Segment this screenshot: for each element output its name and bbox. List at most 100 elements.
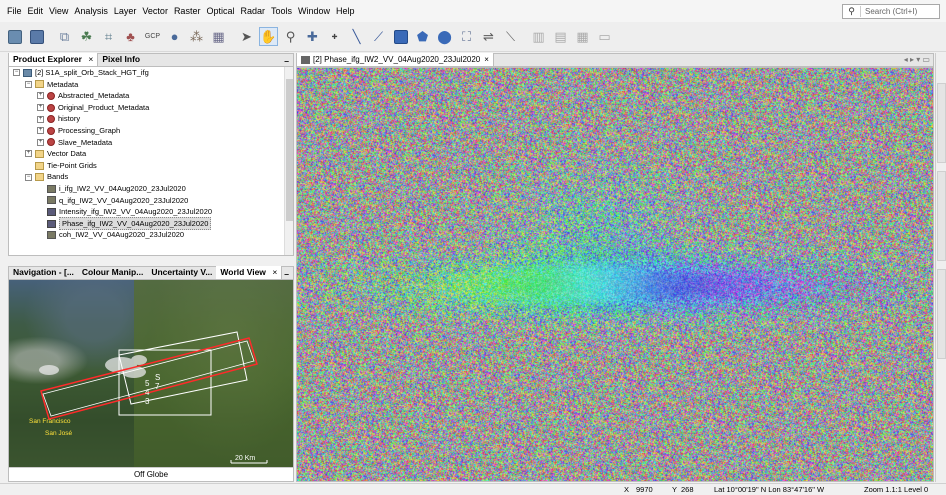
scrollbar-thumb[interactable] (286, 79, 293, 221)
gcp-placing-icon[interactable]: ✚ (331, 33, 338, 41)
tree-node[interactable]: + Original_Product_Metadata (9, 102, 293, 114)
search-input[interactable]: ⚲ Search (Ctrl+I) (842, 4, 940, 19)
magic-wand-icon[interactable]: ⇌ (483, 28, 494, 44)
tree-node[interactable]: + Vector Data (9, 148, 293, 160)
world-view-map[interactable]: 5 4 3 S 7 San Francisco San José 20 Km O… (8, 280, 294, 482)
rectangle-draw-icon[interactable] (391, 27, 410, 46)
band-maths-icon[interactable]: ⧉ (59, 28, 70, 44)
close-icon[interactable]: × (272, 267, 278, 277)
polyline-draw-icon[interactable]: ⟋ (373, 28, 384, 44)
tab-product-explorer[interactable]: Product Explorer × (9, 53, 99, 66)
tab-label: Product Explorer (13, 54, 82, 64)
tree-node[interactable]: Tie-Point Grids (9, 160, 293, 172)
expand-icon[interactable]: + (37, 115, 44, 123)
tab-world-view[interactable]: World View × (216, 266, 283, 279)
tree-node[interactable]: − Metadata (9, 79, 293, 91)
menu-vector[interactable]: Vector (142, 6, 168, 16)
expand-icon[interactable]: + (37, 127, 44, 135)
phase-image-canvas-frame[interactable] (296, 67, 934, 482)
product-explorer-tabs: Product Explorer × Pixel Info – (8, 53, 294, 67)
scale-label: 20 Km (235, 455, 255, 462)
pixel-info-icon[interactable]: ☘ (80, 28, 93, 44)
collapse-icon[interactable]: − (25, 80, 32, 88)
minimize-button[interactable]: – (284, 56, 289, 66)
gcp-icon[interactable]: GCP (144, 33, 161, 40)
tab-colour-manipulation[interactable]: Colour Manip... (78, 266, 147, 279)
tree-scrollbar[interactable] (284, 67, 293, 255)
zoom-tool-icon[interactable]: ⚲ (285, 28, 296, 44)
collapse-icon[interactable]: − (25, 173, 32, 181)
menu-raster[interactable]: Raster (173, 6, 201, 16)
band-icon (47, 196, 56, 205)
tree-node[interactable]: i_ifg_IW2_VV_04Aug2020_23Jul2020 (9, 183, 293, 195)
pin-icon[interactable]: ♣ (126, 29, 135, 44)
tree-node[interactable]: + history (9, 113, 293, 125)
menu-analysis[interactable]: Analysis (74, 6, 108, 16)
tab-pixel-info[interactable]: Pixel Info (98, 53, 144, 66)
tab-uncertainty[interactable]: Uncertainty V... (147, 266, 216, 279)
tree-node[interactable]: coh_IW2_VV_04Aug2020_23Jul2020 (9, 229, 293, 241)
menu-help[interactable]: Help (336, 6, 355, 16)
tree-node[interactable]: + Abstracted_Metadata (9, 90, 293, 102)
menu-view[interactable]: View (49, 6, 69, 16)
collapse-icon[interactable]: − (13, 69, 20, 77)
menu-bar: File Edit View Analysis Layer Vector Ras… (0, 0, 946, 22)
tab-navigation[interactable]: Navigation - [... (9, 266, 78, 279)
select-tool-icon[interactable]: ➤ (241, 28, 252, 44)
tile-vertical-icon[interactable]: ▦ (576, 28, 589, 44)
expand-icon[interactable]: + (37, 104, 44, 112)
minimize-button[interactable]: – (284, 269, 289, 279)
tree-node[interactable]: + Slave_Metadata (9, 137, 293, 149)
tree-node-label: Vector Data (47, 149, 87, 159)
menu-edit[interactable]: Edit (27, 6, 44, 16)
status-x-label: X (624, 485, 630, 494)
tile-evenly-icon[interactable]: ▥ (532, 28, 545, 44)
side-tab-layer-manager[interactable] (937, 83, 946, 163)
tree-node-label: Phase_ifg_IW2_VV_04Aug2020_23Jul2020 (59, 216, 212, 231)
side-tab-mask-manager[interactable] (937, 171, 946, 261)
tile-horizontal-icon[interactable]: ▤ (554, 28, 567, 44)
expand-icon[interactable]: + (37, 138, 44, 146)
polygon-draw-icon[interactable]: ⬟ (416, 28, 429, 44)
pan-tool-icon[interactable]: ✋ (259, 27, 278, 46)
close-icon[interactable]: × (88, 54, 94, 64)
phase-interferogram-image[interactable] (297, 68, 933, 481)
tree-node[interactable]: + Processing_Graph (9, 125, 293, 137)
side-tab-time-series[interactable] (937, 269, 946, 359)
city-label-san-francisco: San Francisco (29, 418, 71, 425)
range-finder-icon[interactable]: ⛶ (461, 28, 472, 44)
tree-node-label: Tie-Point Grids (47, 160, 97, 170)
graticule-icon[interactable]: ⌗ (104, 28, 113, 44)
expand-icon[interactable]: + (37, 92, 44, 100)
tree-node-label: coh_IW2_VV_04Aug2020_23Jul2020 (59, 230, 185, 240)
ellipse-draw-icon[interactable]: ⬤ (437, 28, 452, 44)
close-icon[interactable]: × (484, 54, 489, 64)
tree-node[interactable]: Intensity_ifg_IW2_VV_04Aug2020_23Jul2020 (9, 206, 293, 218)
open-product-icon[interactable] (5, 27, 24, 46)
roi-icon[interactable]: ▦ (212, 28, 225, 44)
footprint-label: 7 (155, 382, 160, 391)
menu-radar[interactable]: Radar (240, 6, 265, 16)
layer-editor-icon[interactable]: ⟍ (505, 28, 516, 44)
save-product-icon[interactable] (27, 27, 46, 46)
tab-phase-image[interactable]: [2] Phase_ifg_IW2_VV_04Aug2020_23Jul2020… (297, 53, 494, 66)
region-icon[interactable]: ● (170, 29, 179, 44)
tree-node[interactable]: − [2] S1A_split_Orb_Stack_HGT_ifg (9, 67, 293, 79)
swath-icon[interactable]: ⁂ (190, 28, 203, 44)
menu-file[interactable]: File (7, 6, 22, 16)
tree-node[interactable]: − Bands (9, 171, 293, 183)
tree-node[interactable]: Phase_ifg_IW2_VV_04Aug2020_23Jul2020 (9, 216, 293, 231)
line-draw-icon[interactable]: ╲ (352, 28, 361, 44)
band-icon (47, 231, 56, 240)
menu-tools[interactable]: Tools (270, 6, 292, 16)
menu-window[interactable]: Window (298, 6, 331, 16)
menu-layer[interactable]: Layer (113, 6, 137, 16)
menu-optical[interactable]: Optical (206, 6, 235, 16)
pin-placing-icon[interactable]: ✚ (307, 28, 318, 44)
tab-label: Navigation - [... (13, 267, 74, 277)
expand-icon[interactable]: + (25, 150, 32, 158)
view-navigation-arrows[interactable]: ◂ ▸ ▾ ▭ (903, 55, 930, 64)
tile-single-icon[interactable]: ▭ (598, 28, 611, 44)
tab-label: [2] Phase_ifg_IW2_VV_04Aug2020_23Jul2020 (313, 54, 481, 64)
tree-node[interactable]: q_ifg_IW2_VV_04Aug2020_23Jul2020 (9, 195, 293, 207)
